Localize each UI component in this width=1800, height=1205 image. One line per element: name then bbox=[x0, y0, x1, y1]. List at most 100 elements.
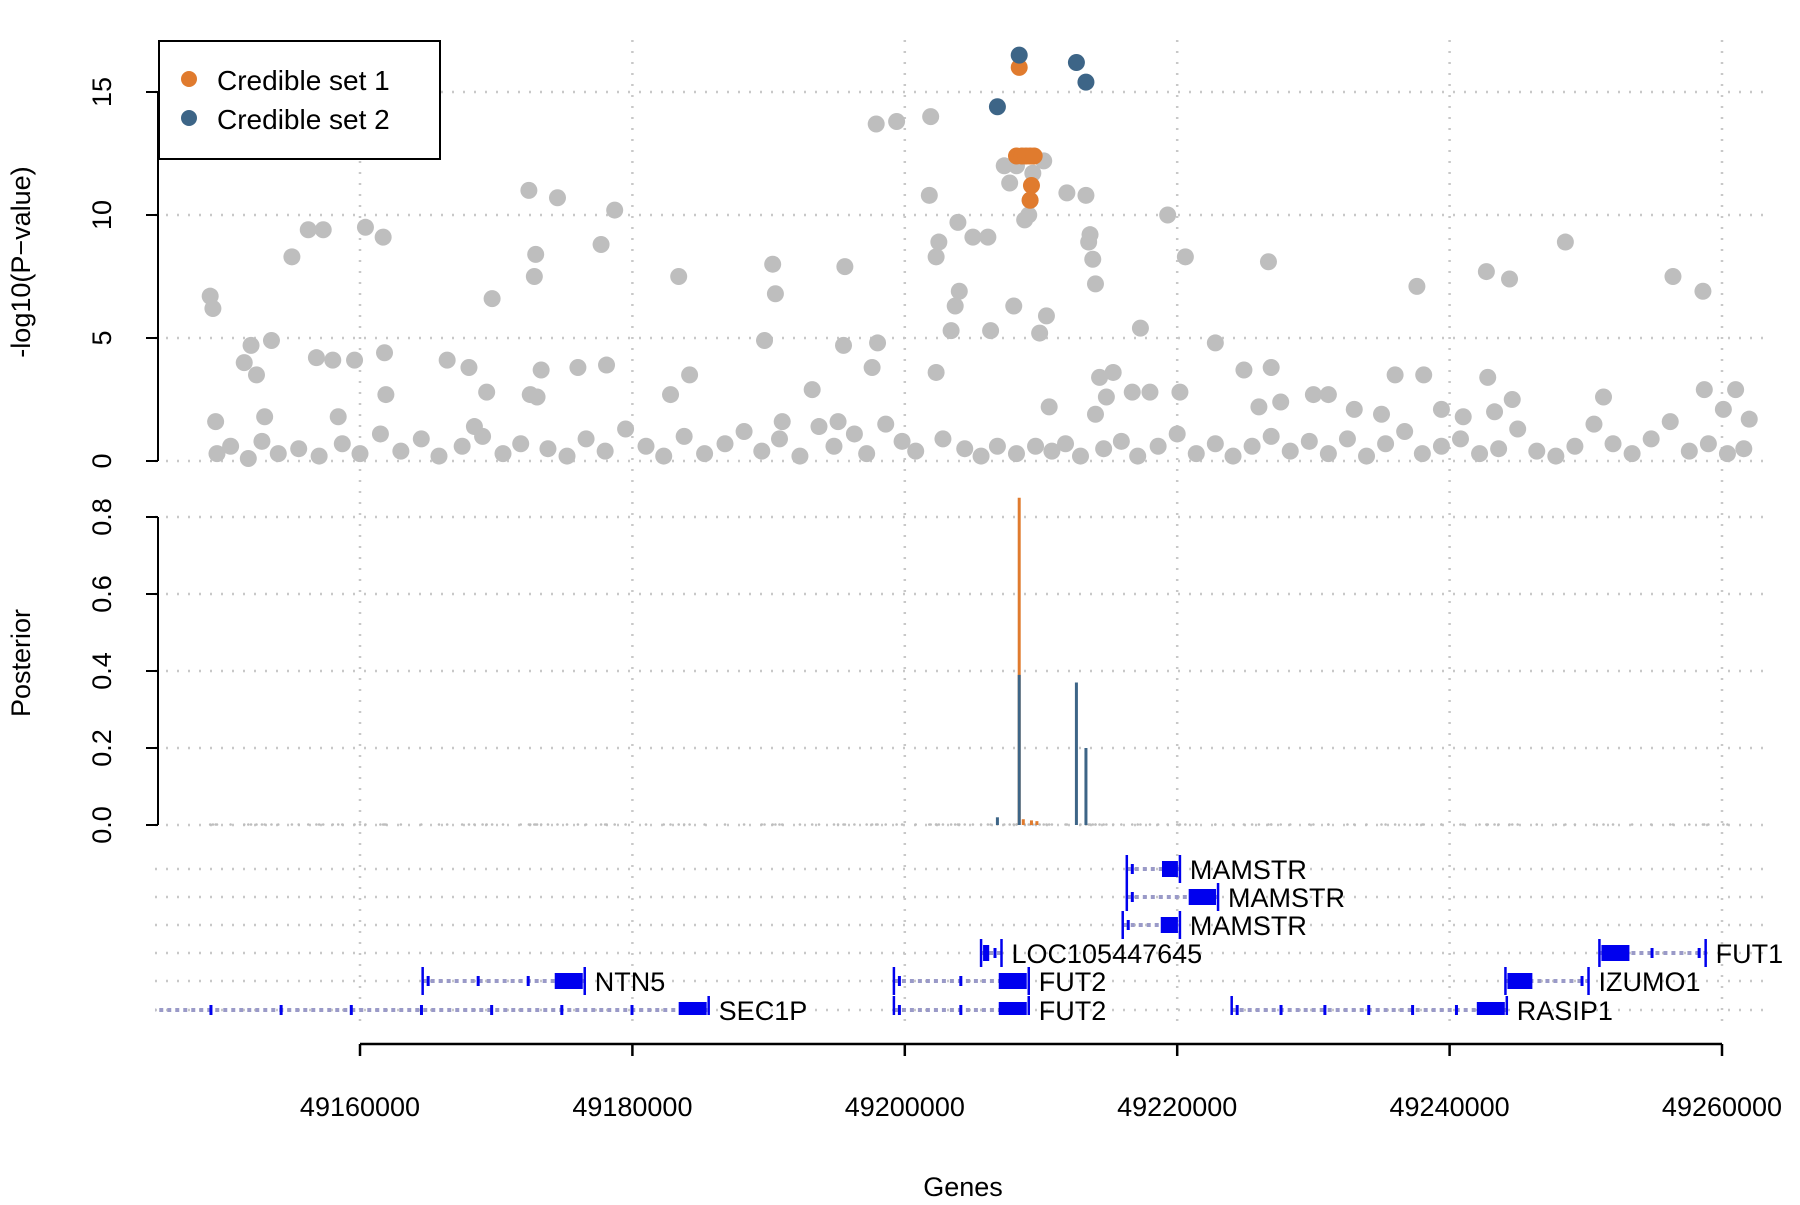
background-snp-point bbox=[988, 437, 1006, 455]
background-snp-point bbox=[858, 445, 876, 463]
posterior-background-point bbox=[1649, 823, 1653, 826]
legend-swatch-credible-set-2 bbox=[181, 110, 197, 126]
y-tick-label-posterior: 0.6 bbox=[87, 575, 117, 613]
gene-fut1 bbox=[1598, 939, 1707, 967]
posterior-background-point bbox=[364, 823, 367, 826]
background-snp-point bbox=[1262, 427, 1280, 445]
background-snp-point bbox=[716, 435, 734, 453]
gene-label: MAMSTR bbox=[1228, 883, 1345, 913]
posterior-background-point bbox=[1722, 823, 1725, 826]
posterior-background-point bbox=[263, 823, 266, 826]
background-snp-point bbox=[262, 331, 280, 349]
posterior-background-point bbox=[1461, 823, 1465, 826]
gene-exon bbox=[959, 976, 963, 986]
posterior-background-point bbox=[934, 823, 938, 826]
posterior-background-point bbox=[1308, 823, 1311, 826]
posterior-background-point bbox=[817, 823, 821, 826]
posterior-background-point bbox=[836, 823, 840, 826]
posterior-background-point bbox=[379, 823, 382, 826]
background-snp-point bbox=[773, 413, 791, 431]
background-snp-point bbox=[256, 408, 274, 426]
gene-exon bbox=[1580, 976, 1584, 986]
background-snp-point bbox=[1695, 381, 1713, 399]
x-tick-label: 49220000 bbox=[1117, 1092, 1237, 1122]
posterior-background-point bbox=[317, 823, 321, 826]
posterior-background-point bbox=[928, 823, 931, 826]
gene-rasip1 bbox=[1230, 996, 1509, 1015]
background-snp-point bbox=[494, 445, 512, 463]
posterior-background-point bbox=[613, 823, 616, 826]
posterior-background-point bbox=[556, 823, 559, 826]
background-snp-point bbox=[803, 381, 821, 399]
posterior-background-point bbox=[1267, 823, 1270, 826]
gene-fut2 bbox=[892, 967, 1030, 995]
background-snp-point bbox=[907, 442, 925, 460]
gene-exon bbox=[560, 1005, 564, 1015]
background-snp-point bbox=[1415, 366, 1433, 384]
gene-exon bbox=[476, 976, 480, 986]
posterior-background-point bbox=[1105, 823, 1108, 826]
gene-coding-block bbox=[554, 973, 583, 989]
background-snp-point bbox=[1272, 393, 1290, 411]
gene-ntn5 bbox=[421, 967, 586, 995]
posterior-background-point bbox=[599, 823, 603, 826]
posterior-background-point bbox=[473, 823, 476, 826]
posterior-background-point bbox=[584, 823, 588, 826]
gene-exon bbox=[1130, 864, 1134, 874]
posterior-background-point bbox=[703, 823, 706, 826]
posterior-background-point bbox=[1440, 823, 1443, 826]
posterior-background-point bbox=[1166, 823, 1169, 826]
posterior-background-point bbox=[1564, 823, 1567, 826]
background-snp-point bbox=[888, 113, 906, 131]
posterior-background-point bbox=[1312, 823, 1315, 826]
background-snp-point bbox=[239, 450, 257, 468]
background-snp-point bbox=[930, 233, 948, 251]
posterior-background-point bbox=[949, 823, 953, 826]
background-snp-point bbox=[1206, 334, 1224, 352]
background-snp-point bbox=[1451, 430, 1469, 448]
background-snp-point bbox=[1585, 415, 1603, 433]
posterior-background-point bbox=[937, 823, 941, 826]
background-snp-point bbox=[1037, 307, 1055, 325]
gene-coding-block bbox=[1601, 945, 1630, 961]
background-snp-point bbox=[1623, 445, 1641, 463]
gene-label: FUT2 bbox=[1039, 967, 1107, 997]
background-snp-point bbox=[1396, 422, 1414, 440]
posterior-background-point bbox=[865, 823, 868, 826]
background-snp-point bbox=[956, 440, 974, 458]
gene-coding-block bbox=[1161, 861, 1178, 877]
posterior-background-point bbox=[1045, 823, 1048, 826]
gene-label: FUT2 bbox=[1039, 996, 1107, 1026]
background-snp-point bbox=[617, 420, 635, 438]
background-snp-point bbox=[825, 437, 843, 455]
posterior-background-point bbox=[1493, 823, 1496, 826]
gene-exon bbox=[1279, 1005, 1283, 1015]
posterior-background-point bbox=[1111, 823, 1115, 826]
posterior-background-point bbox=[774, 823, 777, 826]
gene-label: RASIP1 bbox=[1517, 996, 1613, 1026]
posterior-background-point bbox=[1008, 823, 1011, 826]
posterior-background-point bbox=[1175, 823, 1179, 826]
posterior-background-point bbox=[963, 823, 967, 826]
posterior-background-point bbox=[1194, 823, 1198, 826]
background-snp-point bbox=[1509, 420, 1527, 438]
gene-exon bbox=[1323, 1005, 1327, 1015]
posterior-background-point bbox=[358, 823, 362, 826]
posterior-background-point bbox=[1365, 823, 1368, 826]
posterior-background-point bbox=[1573, 823, 1577, 826]
background-snp-point bbox=[1304, 386, 1322, 404]
background-snp-point bbox=[1735, 440, 1753, 458]
posterior-background-point bbox=[353, 823, 356, 826]
posterior-background-point bbox=[1214, 823, 1217, 826]
background-snp-point bbox=[1503, 391, 1521, 408]
posterior-background-point bbox=[603, 823, 607, 826]
gene-coding-block bbox=[1507, 973, 1533, 989]
background-snp-point bbox=[1129, 447, 1147, 465]
posterior-background-point bbox=[1079, 823, 1082, 826]
background-snp-point bbox=[577, 430, 595, 448]
y-tick-label-posterior: 0.8 bbox=[87, 498, 117, 536]
background-snp-point bbox=[1187, 445, 1205, 463]
posterior-background-point bbox=[682, 823, 686, 826]
posterior-background-point bbox=[276, 823, 280, 826]
